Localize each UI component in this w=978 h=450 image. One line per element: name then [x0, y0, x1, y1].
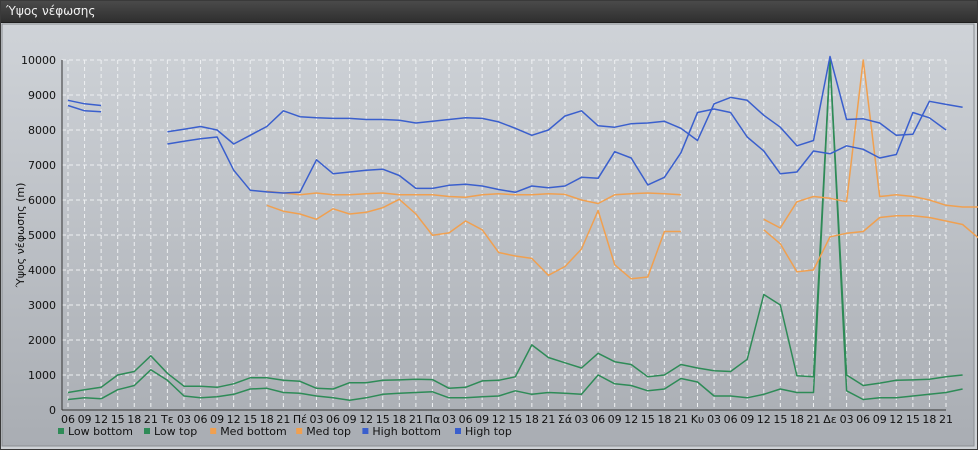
x-tick-label: 12 — [227, 413, 241, 426]
x-tick-label: 03 — [309, 413, 323, 426]
x-tick-label: 09 — [740, 413, 754, 426]
y-tick-label: 0 — [49, 404, 56, 417]
cloud-height-chart: 0 1000 2000 3000 4000 5000 6000 7000 8000 9000 100… — [1, 23, 978, 447]
y-tick-label: 10000 — [21, 54, 56, 67]
series-line-med-top — [266, 59, 978, 229]
series-line-med-bottom — [266, 198, 978, 280]
series-line-high-top — [67, 55, 963, 147]
x-tick-label: 09 — [343, 413, 357, 426]
x-tick-label: 12 — [624, 413, 638, 426]
x-tick-label: 21 — [806, 413, 820, 426]
x-tick-label: 09 — [873, 413, 887, 426]
legend-label: Med bottom — [220, 425, 287, 438]
x-tick-label: 06 — [724, 413, 738, 426]
x-tick-label: 15 — [508, 413, 522, 426]
x-tick-label: 15 — [376, 413, 390, 426]
legend-swatch — [455, 428, 461, 434]
x-tick-label: 12 — [492, 413, 506, 426]
y-axis-title: Ύψος νέφωσης (m) — [14, 183, 27, 289]
x-tick-label: 21 — [674, 413, 688, 426]
x-tick-label: 15 — [906, 413, 920, 426]
y-tick-label: 7000 — [28, 159, 56, 172]
x-tick-label: 09 — [608, 413, 622, 426]
x-tick-label: 06 — [194, 413, 208, 426]
y-tick-label: 3000 — [28, 299, 56, 312]
x-tick-label: 18 — [657, 413, 671, 426]
x-tick-label: 21 — [144, 413, 158, 426]
legend-label: Low top — [154, 425, 197, 438]
x-tick-label: Κυ — [691, 413, 705, 426]
x-tick-label: 06 — [591, 413, 605, 426]
series-line-low-top — [67, 59, 963, 394]
legend-label: Med top — [306, 425, 351, 438]
x-tick-label: 12 — [889, 413, 903, 426]
x-axis-ticks: 06 09 12 15 18 21 Τε 03 06 09 12 15 18 21 Πέ 03 06 09 12 15… — [61, 413, 953, 426]
x-tick-label: 21 — [409, 413, 423, 426]
y-tick-label: 2000 — [28, 334, 56, 347]
legend-label: High bottom — [372, 425, 441, 438]
x-tick-label: 03 — [575, 413, 589, 426]
legend: Low bottom Low top Med bottom Med top High b… — [58, 425, 512, 438]
x-tick-label: 09 — [475, 413, 489, 426]
legend-label: Low bottom — [68, 425, 133, 438]
series-lines — [67, 55, 978, 401]
y-tick-label: 8000 — [28, 124, 56, 137]
x-tick-label: Πέ — [293, 413, 307, 426]
x-tick-label: 12 — [359, 413, 373, 426]
x-tick-label: 06 — [61, 413, 75, 426]
legend-swatch — [296, 428, 303, 434]
legend-label: High top — [465, 425, 512, 438]
x-tick-label: 21 — [541, 413, 555, 426]
y-tick-label: 9000 — [28, 89, 56, 102]
y-axis-ticks: 0 1000 2000 3000 4000 5000 6000 7000 8000 9000 100… — [21, 54, 56, 417]
x-tick-label: 15 — [243, 413, 257, 426]
y-tick-label: 4000 — [28, 264, 56, 277]
x-tick-label: Τε — [160, 413, 174, 426]
x-tick-label: 06 — [856, 413, 870, 426]
y-tick-label: 5000 — [28, 229, 56, 242]
x-tick-label: Δε — [823, 413, 837, 426]
x-tick-label: 06 — [459, 413, 473, 426]
x-tick-label: 18 — [127, 413, 141, 426]
x-tick-label: 18 — [922, 413, 936, 426]
series-line-high-bottom — [67, 104, 947, 194]
x-tick-label: 18 — [260, 413, 274, 426]
x-tick-label: 03 — [840, 413, 854, 426]
legend-swatch — [210, 428, 217, 434]
legend-swatch — [362, 428, 369, 434]
x-tick-label: 18 — [790, 413, 804, 426]
y-tick-label: 1000 — [28, 369, 56, 382]
x-tick-label: 09 — [210, 413, 224, 426]
legend-swatch — [58, 428, 64, 434]
x-tick-label: 06 — [326, 413, 340, 426]
y-tick-label: 6000 — [28, 194, 56, 207]
series-line-low-bottom — [67, 59, 963, 401]
legend-swatch — [144, 428, 150, 434]
x-tick-label: 15 — [111, 413, 125, 426]
x-tick-label: 03 — [707, 413, 721, 426]
x-tick-label: 12 — [757, 413, 771, 426]
window-title: Ύψος νέφωσης — [1, 1, 977, 23]
x-tick-label: 21 — [276, 413, 290, 426]
x-tick-label: 18 — [525, 413, 539, 426]
x-tick-label: 03 — [177, 413, 191, 426]
x-tick-label: Πα — [425, 413, 441, 426]
x-tick-label: Σά — [558, 413, 572, 426]
x-tick-label: 12 — [94, 413, 108, 426]
x-tick-label: 18 — [392, 413, 406, 426]
x-tick-label: 21 — [939, 413, 953, 426]
x-tick-label: 09 — [78, 413, 92, 426]
x-tick-label: 03 — [442, 413, 456, 426]
x-tick-label: 15 — [641, 413, 655, 426]
x-tick-label: 15 — [773, 413, 787, 426]
